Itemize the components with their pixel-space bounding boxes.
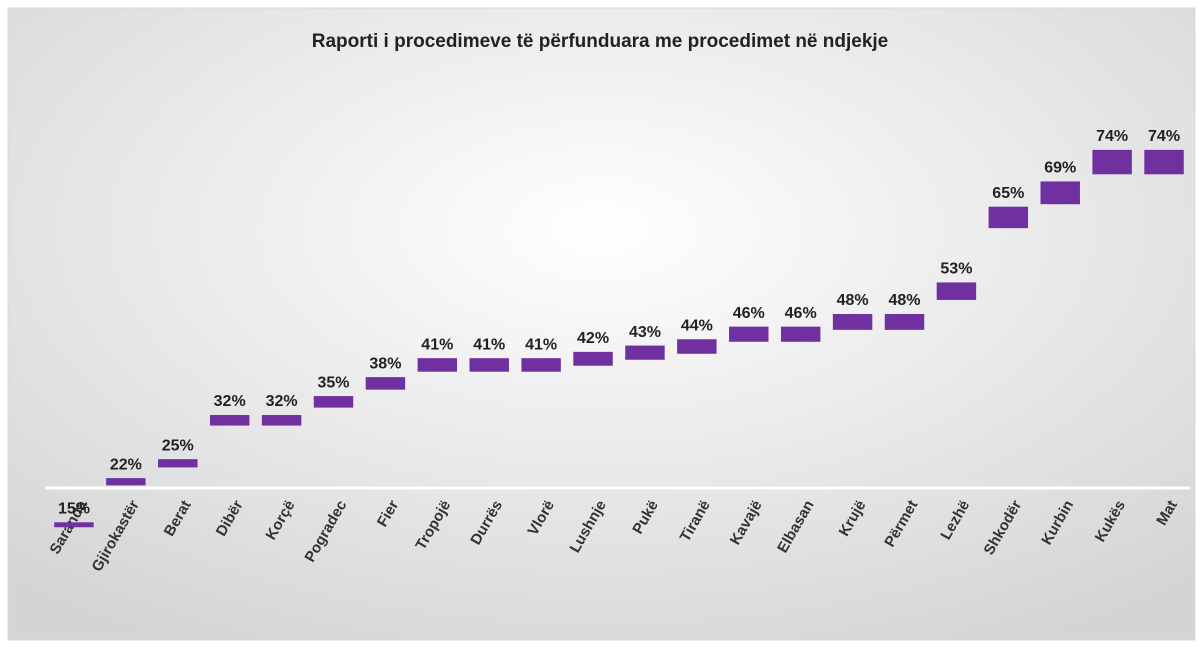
bar (573, 351, 613, 366)
chart-area (7, 7, 1196, 641)
bar (209, 415, 250, 426)
data-label: 38% (369, 355, 401, 372)
bar (832, 314, 873, 330)
bar (313, 396, 354, 408)
bar (261, 415, 302, 426)
chart-title: Raporti i procedimeve të përfunduara me … (312, 31, 889, 52)
bar (884, 314, 925, 330)
data-label: 44% (681, 317, 713, 334)
bar (1144, 149, 1184, 175)
bar (780, 326, 821, 342)
data-label: 46% (785, 305, 817, 322)
bar (469, 358, 509, 372)
data-label: 74% (1148, 128, 1180, 145)
data-label: 43% (629, 324, 661, 341)
data-label: 22% (110, 456, 142, 473)
bar (417, 358, 458, 372)
data-label: 53% (940, 261, 972, 278)
data-label: 32% (214, 393, 246, 410)
data-label: 32% (266, 393, 298, 410)
bar (1092, 149, 1132, 175)
bar (988, 206, 1029, 229)
bar (1040, 181, 1080, 205)
bar (365, 377, 406, 390)
data-label: 41% (525, 336, 557, 353)
data-label: 35% (317, 374, 349, 391)
data-label: 41% (473, 336, 505, 353)
data-label: 41% (421, 336, 453, 353)
bar (521, 358, 561, 372)
bar (677, 339, 717, 354)
data-label: 25% (162, 437, 194, 454)
bar (54, 522, 94, 528)
bar (625, 345, 665, 360)
data-label: 15% (58, 501, 90, 518)
data-label: 48% (837, 292, 869, 309)
bar (106, 478, 146, 486)
data-label: 42% (577, 330, 609, 347)
data-label: 69% (1044, 160, 1076, 177)
bar (158, 459, 198, 468)
data-label: 46% (733, 305, 765, 322)
data-label: 74% (1096, 128, 1128, 145)
data-label: 48% (888, 292, 920, 309)
bar (729, 326, 769, 342)
bar (936, 282, 977, 300)
data-label: 65% (992, 185, 1024, 202)
